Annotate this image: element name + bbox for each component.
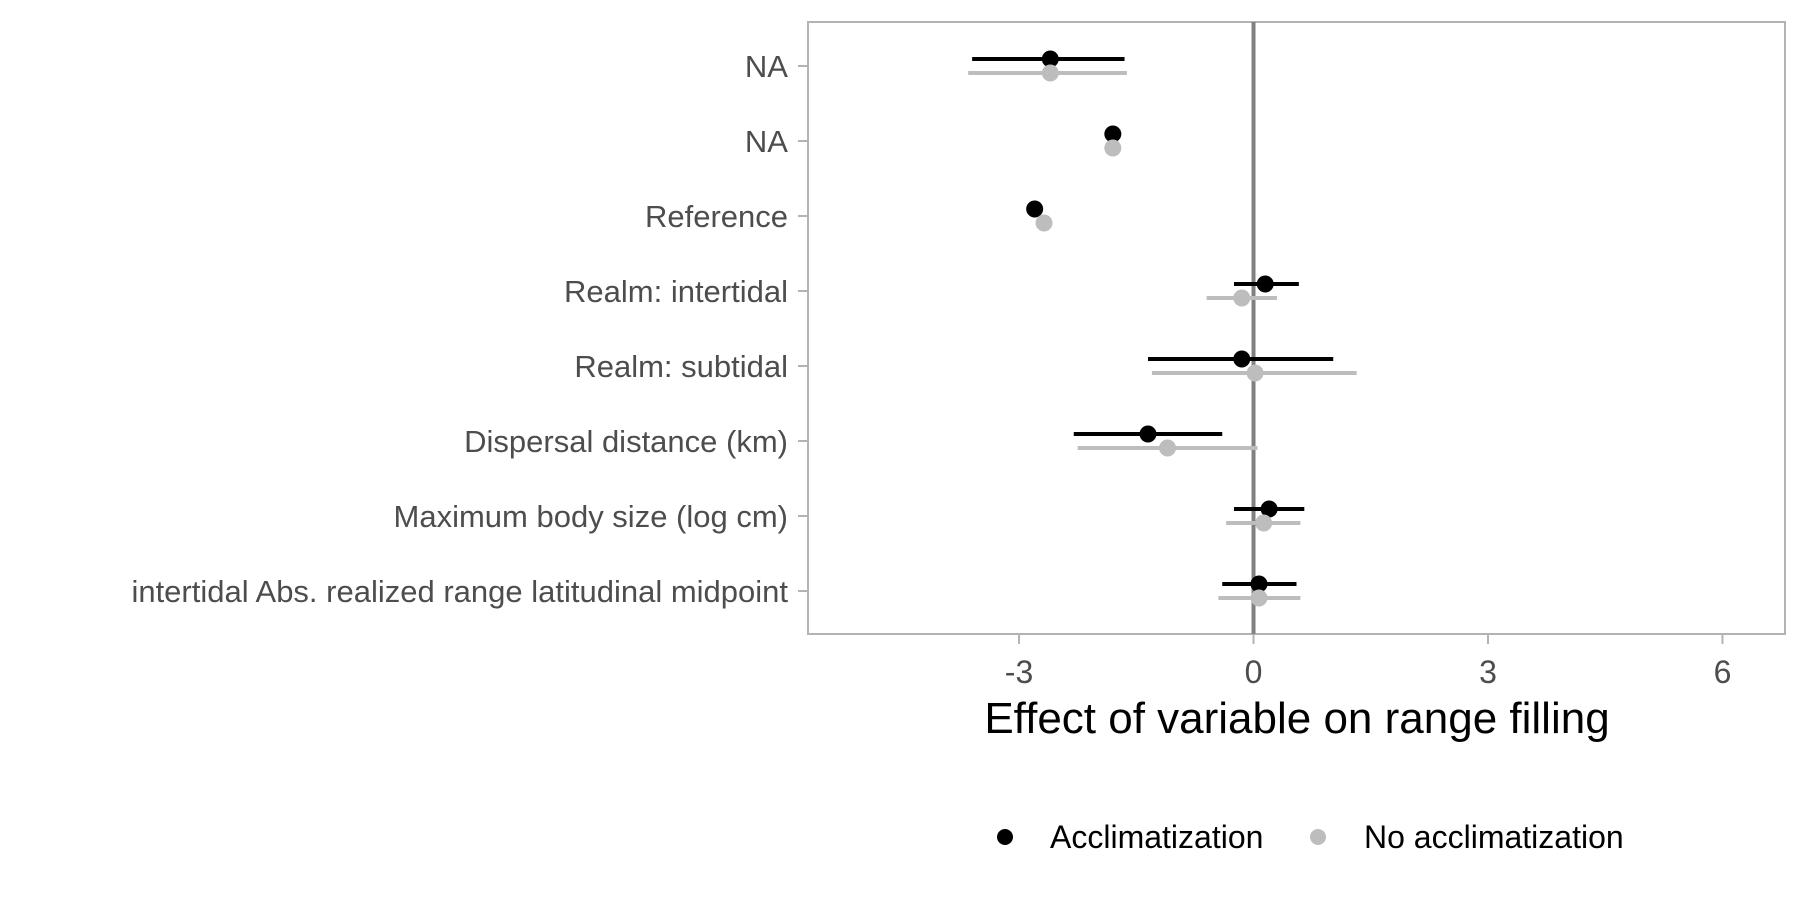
x-axis-title: Effect of variable on range filling <box>984 694 1609 743</box>
point-acclimatization <box>1041 50 1059 68</box>
x-tick-label: 0 <box>1245 654 1263 690</box>
chart-marks <box>968 50 1357 607</box>
point-no-acclimatization <box>1246 364 1264 382</box>
point-acclimatization <box>1026 200 1044 218</box>
y-tick-label: NA <box>745 49 788 84</box>
y-tick-label: intertidal Abs. realized range latitudin… <box>131 574 788 609</box>
point-acclimatization <box>1139 425 1157 443</box>
y-tick-label: Realm: subtidal <box>574 349 788 384</box>
point-no-acclimatization <box>1035 214 1053 232</box>
point-no-acclimatization <box>1041 64 1059 82</box>
y-tick-label: Maximum body size (log cm) <box>394 499 788 534</box>
legend-marker-no-acclimatization <box>1310 829 1326 845</box>
legend-label-no-acclimatization: No acclimatization <box>1364 819 1624 855</box>
x-axis-ticks: -3 0 3 6 <box>1005 634 1732 690</box>
point-acclimatization <box>1250 575 1268 593</box>
point-acclimatization <box>1260 500 1278 518</box>
y-axis-labels: NA NA Reference Realm: intertidal Realm: sub… <box>131 49 788 609</box>
point-no-acclimatization <box>1255 514 1273 532</box>
y-tick-label: NA <box>745 124 788 159</box>
legend: Acclimatization No acclimatization <box>997 819 1624 855</box>
plot-panel <box>807 21 1786 635</box>
point-acclimatization <box>1233 350 1251 368</box>
point-no-acclimatization <box>1250 589 1268 607</box>
point-no-acclimatization <box>1104 139 1122 157</box>
legend-marker-acclimatization <box>997 829 1013 845</box>
point-no-acclimatization <box>1233 289 1251 307</box>
legend-label-acclimatization: Acclimatization <box>1050 819 1263 855</box>
point-acclimatization <box>1104 125 1122 143</box>
x-tick-label: 6 <box>1714 654 1732 690</box>
point-no-acclimatization <box>1159 439 1177 457</box>
y-tick-label: Reference <box>645 199 788 234</box>
x-tick-label: -3 <box>1005 654 1033 690</box>
x-tick-label: 3 <box>1479 654 1497 690</box>
y-tick-label: Dispersal distance (km) <box>464 424 788 459</box>
y-axis-ticks <box>798 65 808 592</box>
point-acclimatization <box>1256 275 1274 293</box>
y-tick-label: Realm: intertidal <box>564 274 788 309</box>
